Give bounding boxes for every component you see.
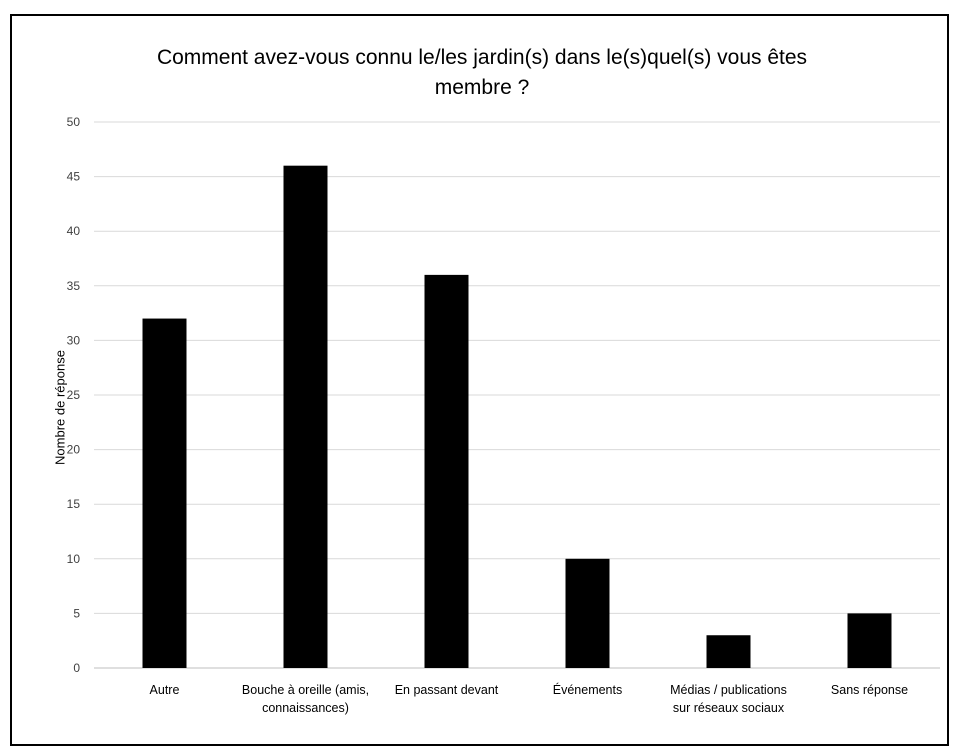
y-tick-label: 45 [67,170,81,184]
x-tick-label: Bouche à oreille (amis, connaissances) [241,683,370,715]
y-tick-label: 15 [67,497,81,511]
chart-frame: Comment avez-vous connu le/les jardin(s)… [10,14,949,746]
y-tick-label: 35 [67,279,81,293]
bar [283,165,328,668]
x-tick-label: Médias / publications sur réseaux sociau… [670,683,787,715]
chart-title: Comment avez-vous connu le/les jardin(s)… [156,46,808,99]
bar [847,613,892,668]
y-tick-label: 10 [67,552,81,566]
chart-plot: 0 5 10 15 20 25 30 35 40 45 50 [67,115,940,675]
bar [565,558,610,668]
x-tick-label: En passant devant [394,683,499,697]
y-tick-label: 5 [73,606,80,620]
y-tick-label: 20 [67,443,81,457]
x-tick-label: Sans réponse [830,683,909,697]
bar [142,318,187,668]
bar [424,274,469,668]
x-tick-label: Événements [552,683,623,697]
y-tick-label: 0 [73,661,80,675]
x-tick-label: Autre [149,683,180,697]
y-tick-label: 25 [67,388,81,402]
y-tick-label: 30 [67,333,81,347]
y-tick-label: 50 [67,115,81,129]
bar [706,635,751,668]
y-tick-label: 40 [67,224,81,238]
